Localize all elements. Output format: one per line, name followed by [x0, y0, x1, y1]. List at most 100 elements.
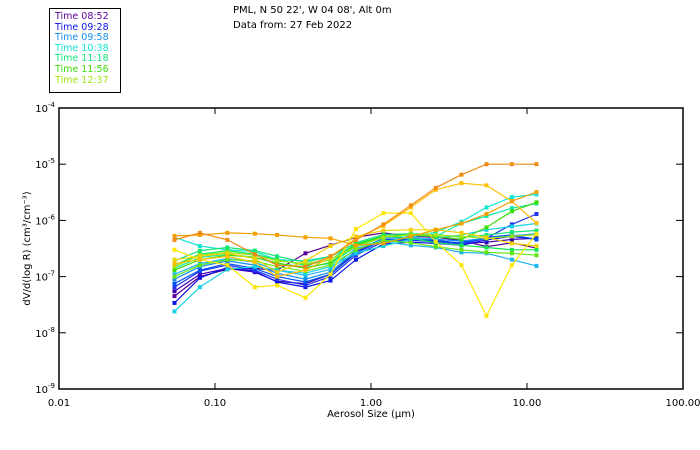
data-point: [509, 247, 514, 252]
data-point: [433, 185, 438, 190]
chart-subtitle: Data from: 27 Feb 2022: [233, 20, 353, 31]
data-point: [225, 267, 230, 272]
data-point: [303, 277, 308, 282]
data-point: [408, 234, 413, 239]
data-point: [408, 243, 413, 248]
data-point: [509, 209, 514, 214]
data-point: [172, 247, 177, 252]
data-point: [225, 245, 230, 250]
data-point: [328, 244, 333, 249]
data-point: [381, 244, 386, 249]
data-point: [534, 192, 539, 197]
data-point: [509, 257, 514, 262]
data-point: [328, 267, 333, 272]
x-tick-label: 10.00: [513, 398, 542, 409]
y-tick-label: 10-4: [35, 101, 55, 115]
data-point: [433, 227, 438, 232]
data-point: [225, 257, 230, 262]
data-point: [197, 268, 202, 273]
data-point: [534, 244, 539, 249]
data-point: [534, 228, 539, 233]
data-point: [509, 199, 514, 204]
data-point: [381, 235, 386, 240]
data-point: [534, 253, 539, 258]
data-point: [328, 270, 333, 275]
data-point: [275, 263, 280, 268]
data-point: [353, 227, 358, 232]
data-point: [459, 221, 464, 226]
data-point: [172, 268, 177, 273]
data-point: [534, 231, 539, 236]
series-group: [172, 162, 539, 318]
x-tick-label: 100.00: [666, 398, 700, 409]
legend-entry: Time 12:37: [55, 74, 109, 86]
data-point: [459, 243, 464, 248]
data-point: [275, 280, 280, 285]
data-point: [172, 285, 177, 290]
data-point: [484, 211, 489, 216]
data-point: [534, 211, 539, 216]
data-point: [172, 261, 177, 266]
legend-entry: Time 08:52: [55, 11, 109, 22]
data-point: [252, 260, 257, 265]
data-point: [353, 243, 358, 248]
data-point: [381, 241, 386, 246]
data-point: [303, 258, 308, 263]
data-point: [484, 313, 489, 318]
data-point: [197, 285, 202, 290]
data-point: [459, 234, 464, 239]
data-point: [353, 247, 358, 252]
data-point: [303, 268, 308, 273]
data-point: [433, 239, 438, 244]
data-point: [484, 227, 489, 232]
legend-entry: Time 09:58: [55, 32, 109, 44]
data-point: [534, 263, 539, 268]
data-point: [172, 257, 177, 262]
data-point: [172, 233, 177, 238]
data-point: [484, 183, 489, 188]
data-point: [353, 237, 358, 242]
data-point: [303, 261, 308, 266]
data-point: [509, 230, 514, 235]
data-point: [197, 232, 202, 237]
data-point: [303, 251, 308, 256]
data-point: [197, 230, 202, 235]
data-point: [172, 272, 177, 277]
data-point: [509, 195, 514, 200]
data-point: [172, 289, 177, 294]
data-point: [484, 240, 489, 245]
data-point: [197, 257, 202, 262]
data-point: [172, 277, 177, 282]
data-point: [172, 274, 177, 279]
legend: Time 08:52 Time 09:28 Time 09:58 Time 10:38…: [49, 8, 121, 93]
data-point: [509, 237, 514, 242]
data-point: [484, 235, 489, 240]
legend-entry: Time 09:28: [55, 21, 109, 33]
data-point: [408, 240, 413, 245]
data-point: [225, 251, 230, 256]
data-point: [509, 241, 514, 246]
data-point: [303, 271, 308, 276]
data-point: [534, 162, 539, 167]
data-point: [353, 251, 358, 256]
data-point: [353, 257, 358, 262]
data-point: [303, 273, 308, 278]
data-point: [172, 281, 177, 286]
data-point: [509, 263, 514, 268]
data-point: [172, 264, 177, 269]
data-point: [172, 237, 177, 242]
data-point: [484, 205, 489, 210]
data-point: [459, 250, 464, 255]
data-point: [484, 225, 489, 230]
plot-frame: [58, 107, 684, 390]
data-point: [381, 211, 386, 216]
data-point: [484, 250, 489, 255]
x-tick-label: 0.01: [48, 398, 70, 409]
data-point: [459, 181, 464, 186]
data-point: [408, 205, 413, 210]
y-tick-label: 10-5: [35, 157, 55, 171]
data-point: [252, 248, 257, 253]
data-point: [225, 254, 230, 259]
y-tick-label: 10-9: [35, 382, 55, 396]
data-point: [328, 263, 333, 268]
